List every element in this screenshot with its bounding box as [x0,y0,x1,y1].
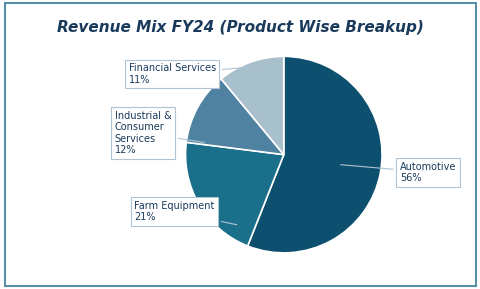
Text: Revenue Mix FY24 (Product Wise Breakup): Revenue Mix FY24 (Product Wise Breakup) [57,20,423,35]
Text: Automotive
56%: Automotive 56% [340,162,455,183]
Wedge shape [185,142,283,246]
Text: Financial Services
11%: Financial Services 11% [128,63,256,85]
Wedge shape [221,56,283,155]
Wedge shape [186,79,283,155]
Text: Industrial &
Consumer
Services
12%: Industrial & Consumer Services 12% [115,111,204,155]
Wedge shape [247,56,381,253]
Text: Farm Equipment
21%: Farm Equipment 21% [134,201,236,225]
